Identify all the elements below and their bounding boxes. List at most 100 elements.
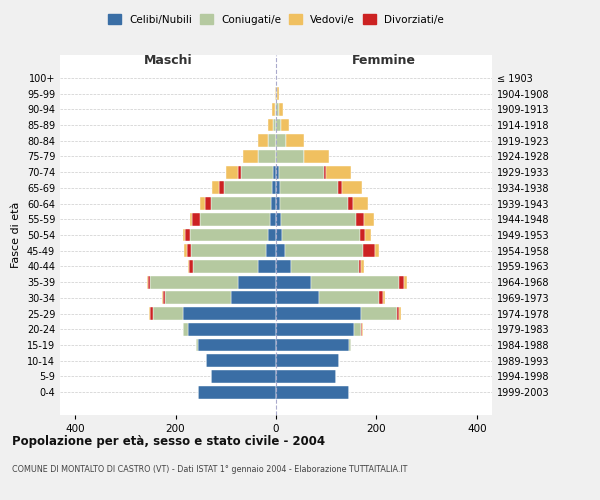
Bar — [349, 338, 352, 351]
Bar — [200, 197, 205, 210]
Bar — [359, 260, 361, 273]
Bar — [184, 244, 187, 257]
Text: Maschi: Maschi — [143, 54, 193, 67]
Bar — [365, 228, 371, 241]
Bar — [276, 370, 336, 383]
Bar — [238, 276, 276, 288]
Bar — [282, 228, 360, 241]
Bar — [276, 276, 311, 288]
Bar — [151, 276, 238, 288]
Bar — [277, 87, 278, 100]
Bar — [185, 228, 190, 241]
Bar — [291, 260, 359, 273]
Bar — [191, 244, 266, 257]
Bar — [151, 307, 153, 320]
Bar — [361, 307, 397, 320]
Bar — [275, 103, 276, 116]
Bar — [383, 292, 385, 304]
Bar — [244, 150, 259, 163]
Bar — [286, 134, 304, 147]
Bar — [241, 166, 274, 178]
Bar — [270, 213, 276, 226]
Bar — [211, 370, 276, 383]
Bar — [275, 87, 276, 100]
Bar — [276, 182, 280, 194]
Bar — [285, 244, 363, 257]
Bar — [324, 166, 326, 178]
Bar — [276, 338, 349, 351]
Bar — [268, 228, 276, 241]
Bar — [276, 292, 319, 304]
Bar — [348, 197, 353, 210]
Bar — [238, 166, 241, 178]
Bar — [162, 292, 163, 304]
Bar — [219, 182, 224, 194]
Bar — [404, 276, 407, 288]
Bar — [192, 213, 200, 226]
Bar — [274, 166, 276, 178]
Bar — [276, 103, 278, 116]
Bar — [276, 213, 281, 226]
Bar — [276, 244, 285, 257]
Legend: Celibi/Nubili, Coniugati/e, Vedovi/e, Divorziati/e: Celibi/Nubili, Coniugati/e, Vedovi/e, Di… — [104, 10, 448, 29]
Bar — [183, 323, 188, 336]
Bar — [276, 166, 278, 178]
Bar — [276, 150, 304, 163]
Y-axis label: Fasce di età: Fasce di età — [11, 202, 21, 268]
Bar — [360, 228, 365, 241]
Bar — [361, 323, 362, 336]
Bar — [198, 386, 276, 398]
Bar — [188, 323, 276, 336]
Bar — [276, 386, 349, 398]
Bar — [363, 244, 376, 257]
Bar — [148, 276, 151, 288]
Bar — [399, 276, 404, 288]
Bar — [166, 292, 231, 304]
Bar — [268, 134, 276, 147]
Bar — [281, 118, 289, 132]
Bar — [271, 197, 276, 210]
Bar — [319, 292, 379, 304]
Bar — [362, 323, 364, 336]
Bar — [274, 118, 276, 132]
Bar — [338, 182, 342, 194]
Bar — [183, 307, 276, 320]
Bar — [226, 166, 238, 178]
Bar — [259, 260, 276, 273]
Bar — [356, 213, 364, 226]
Bar — [326, 166, 352, 178]
Bar — [278, 103, 283, 116]
Bar — [397, 307, 399, 320]
Bar — [276, 260, 291, 273]
Bar — [149, 307, 151, 320]
Bar — [276, 197, 280, 210]
Bar — [342, 182, 362, 194]
Bar — [153, 307, 183, 320]
Bar — [272, 103, 275, 116]
Bar — [276, 354, 339, 367]
Bar — [276, 307, 361, 320]
Bar — [163, 292, 166, 304]
Bar — [353, 197, 368, 210]
Bar — [188, 260, 189, 273]
Bar — [311, 276, 399, 288]
Bar — [190, 228, 268, 241]
Bar — [200, 213, 270, 226]
Bar — [276, 228, 282, 241]
Bar — [399, 307, 401, 320]
Bar — [182, 228, 185, 241]
Bar — [361, 260, 364, 273]
Bar — [304, 150, 329, 163]
Bar — [276, 87, 277, 100]
Bar — [281, 213, 356, 226]
Bar — [231, 292, 276, 304]
Bar — [364, 213, 374, 226]
Bar — [354, 323, 361, 336]
Bar — [259, 134, 268, 147]
Text: Popolazione per età, sesso e stato civile - 2004: Popolazione per età, sesso e stato civil… — [12, 435, 325, 448]
Bar — [193, 260, 259, 273]
Bar — [147, 276, 148, 288]
Bar — [196, 338, 198, 351]
Text: COMUNE DI MONTALTO DI CASTRO (VT) - Dati ISTAT 1° gennaio 2004 - Elaborazione TU: COMUNE DI MONTALTO DI CASTRO (VT) - Dati… — [12, 465, 407, 474]
Bar — [379, 292, 383, 304]
